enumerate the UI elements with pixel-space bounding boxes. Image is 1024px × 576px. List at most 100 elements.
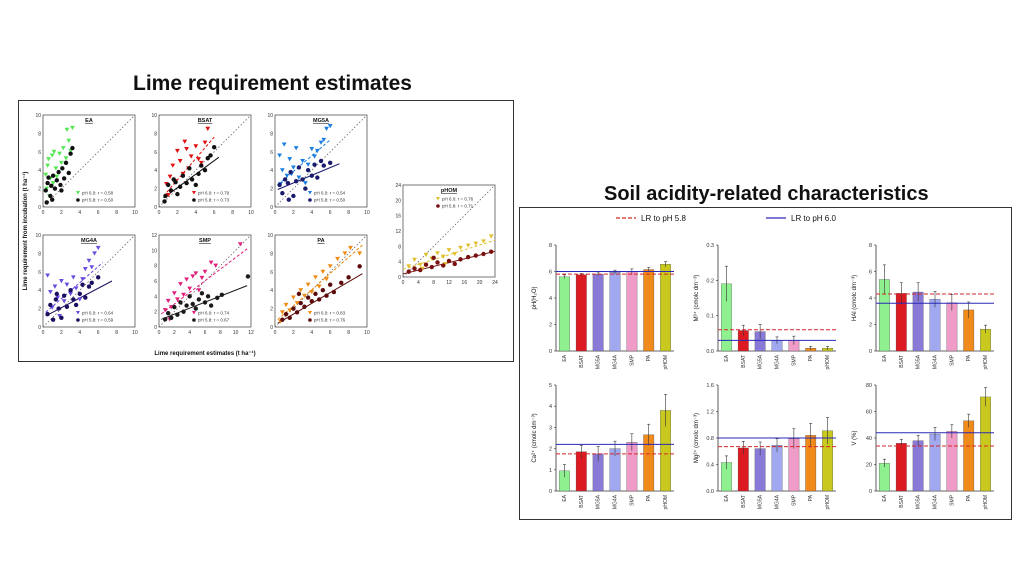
one-to-one-line — [42, 114, 136, 208]
y-tick-label: 10 — [151, 248, 157, 254]
legend-marker-ph58 — [308, 318, 312, 322]
point-ph6 — [327, 264, 333, 269]
point-ph58 — [280, 191, 285, 196]
y-tick-label: 4 — [270, 288, 273, 294]
right-title: Soil acidity-related characteristics — [604, 183, 929, 205]
lime-requirement-panel: 0 2 4 6 8 10 0 2 4 6 8 10 EA pH 6.0: r = 0.58 pH 5.8: … — [18, 100, 514, 362]
category-label: MG5A — [916, 354, 922, 369]
point-ph6 — [177, 159, 183, 164]
y-tick-label: 0 — [154, 205, 157, 211]
legend-label-ph58: pH 5.8: r = 0.73 — [198, 198, 230, 203]
y-tick-label: 6 — [38, 150, 41, 156]
y-tick-label: 0.1 — [706, 314, 714, 320]
point-ph6 — [46, 157, 51, 162]
point-ph58 — [178, 300, 183, 305]
point-ph58 — [46, 175, 51, 180]
y-axis-label: M³⁺ (cmolᴄ dm⁻³) — [693, 275, 700, 322]
category-label: SMP — [629, 494, 635, 506]
scatter-mg5a: 0 2 4 6 8 10 0 2 4 6 8 10 MG5A pH 6.0: r = 0.54 pH 5.8… — [267, 113, 370, 216]
legend-marker-ph58 — [192, 318, 196, 322]
category-label: MG4A — [933, 494, 939, 509]
point-ph6 — [175, 297, 180, 302]
point-ph6 — [440, 254, 446, 259]
point-ph58 — [184, 303, 189, 308]
point-ph58 — [277, 182, 282, 188]
legend-marker-ph6 — [307, 191, 312, 195]
category-label: MG5A — [758, 354, 764, 369]
point-ph6 — [68, 291, 73, 297]
y-tick-label: 80 — [866, 383, 872, 389]
y-tick-label: 0 — [38, 205, 41, 211]
point-ph6 — [294, 301, 300, 306]
legend-marker-ph58 — [308, 198, 312, 202]
y-tick-label: 8 — [154, 264, 157, 270]
point-ph6 — [302, 181, 308, 186]
point-ph6 — [162, 308, 168, 313]
point-ph58 — [328, 160, 333, 166]
point-ph58 — [481, 251, 486, 257]
point-ph6 — [57, 151, 62, 156]
bar-phom — [660, 264, 671, 352]
point-ph58 — [283, 311, 289, 317]
category-label: BSAT — [899, 495, 905, 508]
point-ph58 — [83, 295, 88, 300]
point-ph58 — [205, 294, 211, 299]
y-tick-label: 10 — [35, 233, 41, 239]
point-ph58 — [173, 179, 178, 185]
point-ph6 — [287, 308, 293, 313]
regression-line-ph6 — [160, 248, 248, 315]
y-tick-label: 10 — [267, 233, 273, 239]
x-tick-label: 2 — [60, 210, 63, 216]
point-ph6 — [465, 243, 471, 248]
one-to-one-line — [274, 114, 368, 208]
category-label: MG5A — [916, 494, 922, 509]
point-ph58 — [56, 306, 61, 311]
point-ph6 — [309, 147, 315, 152]
category-label: EA — [562, 494, 568, 501]
point-ph58 — [162, 317, 168, 322]
y-tick-label: 8 — [270, 251, 273, 257]
legend-marker-ph6 — [307, 311, 312, 315]
point-ph58 — [412, 266, 417, 271]
y-tick-label: 2 — [270, 307, 273, 313]
point-ph58 — [199, 291, 205, 296]
y-tick-label: 6 — [38, 270, 41, 276]
point-ph58 — [68, 151, 73, 156]
point-ph58 — [488, 249, 494, 254]
y-tick-label: 0 — [154, 325, 157, 331]
category-label: PA — [646, 354, 652, 361]
bar-phom — [980, 396, 991, 492]
point-ph58 — [80, 282, 85, 287]
point-ph58 — [296, 165, 302, 170]
bar-ea — [559, 276, 570, 352]
y-tick-label: 0 — [869, 489, 872, 495]
point-ph6 — [70, 125, 75, 131]
category-label: MG5A — [758, 494, 764, 509]
point-ph6 — [199, 275, 205, 281]
y-tick-label: 0 — [398, 275, 401, 281]
y-tick-label: 8 — [869, 243, 872, 249]
point-ph58 — [291, 306, 296, 311]
point-ph6 — [320, 269, 326, 274]
category-label: MG4A — [775, 354, 781, 369]
scatter-bsat: 0 2 4 6 8 10 0 2 4 6 8 10 BSAT pH 6.0: r = 0.79 pH 5.8… — [151, 113, 254, 216]
regression-line-ph6 — [277, 139, 331, 186]
point-ph58 — [86, 284, 92, 289]
point-ph58 — [196, 297, 202, 302]
plot-title: MG4A — [81, 238, 97, 244]
point-ph6 — [55, 295, 61, 300]
legend-label-ph58: pH 5.8: r = 0.71 — [442, 204, 474, 209]
legend-marker-ph58 — [192, 198, 196, 202]
y-tick-label: 16 — [395, 214, 401, 220]
point-ph58 — [169, 315, 174, 320]
point-ph58 — [215, 295, 220, 301]
x-tick-label: 2 — [60, 330, 63, 336]
y-tick-label: 10 — [267, 113, 273, 119]
point-ph58 — [298, 300, 303, 306]
point-ph58 — [189, 177, 195, 182]
point-ph6 — [283, 302, 289, 308]
x-tick-label: 2 — [292, 210, 295, 216]
category-label: PA — [808, 354, 814, 361]
point-ph58 — [302, 304, 307, 309]
point-ph58 — [177, 184, 183, 189]
